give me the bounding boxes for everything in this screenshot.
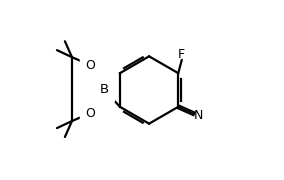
Text: O: O (86, 107, 95, 120)
Text: N: N (194, 109, 203, 122)
Text: B: B (99, 83, 108, 96)
Text: F: F (178, 48, 185, 61)
Text: O: O (86, 59, 95, 72)
